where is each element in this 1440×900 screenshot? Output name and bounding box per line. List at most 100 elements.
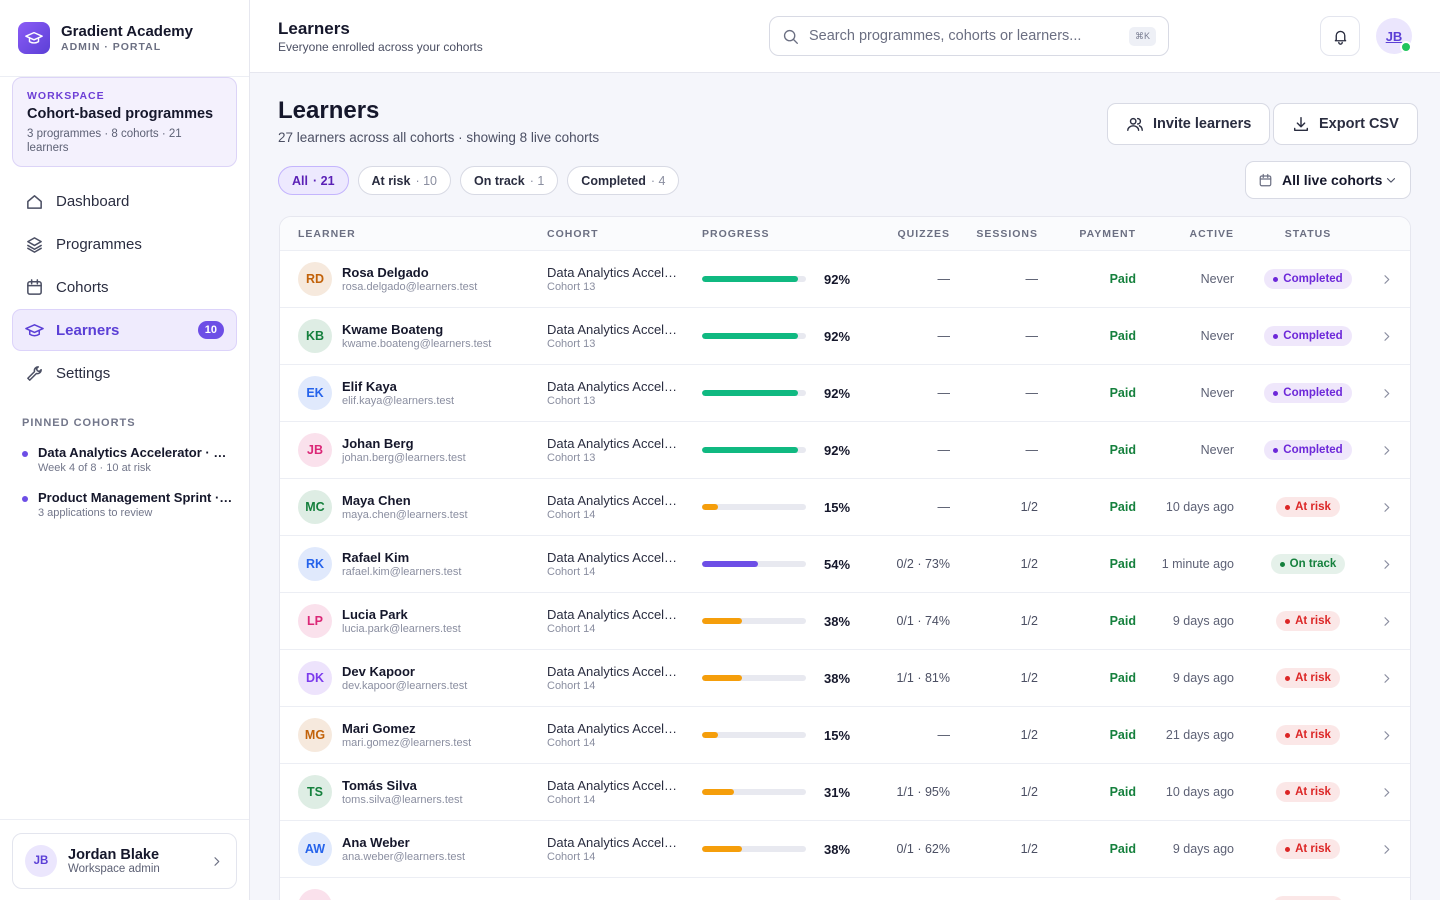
quizzes: — <box>937 500 951 514</box>
icon <box>1383 730 1389 740</box>
learner-name: Rosa Delgado <box>342 265 429 280</box>
search-placeholder: Search programmes, cohorts or learners..… <box>809 28 1082 44</box>
row-chevron[interactable] <box>1362 272 1410 287</box>
row-chevron[interactable] <box>1362 842 1410 857</box>
quizzes: 1/1 · 81% <box>896 671 950 685</box>
status-pill: At risk <box>1276 782 1340 802</box>
icon <box>1383 844 1389 854</box>
progress-cell: 92% <box>702 443 862 458</box>
workspace-label: WORKSPACE <box>27 90 105 102</box>
brand-subtitle: ADMIN · PORTAL <box>61 41 162 53</box>
header-avatar[interactable]: JB <box>1376 18 1412 54</box>
quizzes: — <box>937 272 951 286</box>
nav-item[interactable]: Dashboard <box>12 180 237 222</box>
learner-row[interactable]: MC Maya Chen maya.chen@learners.test Data A… <box>280 479 1410 536</box>
icon <box>27 194 42 209</box>
progress-cell: 92% <box>702 329 862 344</box>
nav-item[interactable]: Programmes <box>12 223 237 265</box>
filter-count: · 21 <box>312 173 335 188</box>
nav-item[interactable]: Cohorts <box>12 266 237 308</box>
learner-name: Rafael Kim <box>342 550 410 565</box>
learner-row[interactable]: RK Rafael Kim rafael.kim@learners.test Data… <box>280 536 1410 593</box>
progress-track <box>702 390 806 396</box>
learner-row[interactable]: LP Lucia Park lucia.park@learners.test Data… <box>280 593 1410 650</box>
sessions: — <box>1025 386 1039 400</box>
pinned-name: Product Management Sprint ·… <box>38 490 231 505</box>
learner-text: Lucia Park lucia.park@learners.test <box>342 607 461 635</box>
last-active: Never <box>1200 386 1234 400</box>
icon <box>28 37 40 44</box>
learner-name: Tomás Silva <box>342 778 417 793</box>
progress-label: 92% <box>824 385 851 401</box>
sessions: — <box>1025 272 1039 286</box>
learner-row[interactable]: MG Mari Gomez mari.gomez@learners.test Data… <box>280 707 1410 764</box>
learner-row[interactable]: DK Dev Kapoor dev.kapoor@learners.test Data… <box>280 650 1410 707</box>
learner-row[interactable]: EK Elif Kaya elif.kaya@learners.test Data A… <box>280 365 1410 422</box>
learner-text: Dev Kapoor dev.kapoor@learners.test <box>342 664 467 692</box>
row-chevron[interactable] <box>1362 557 1410 572</box>
learner-row[interactable]: RD Rosa Delgado rosa.delgado@learners.test… <box>280 251 1410 308</box>
filter-pill[interactable]: Completed · 4 <box>567 166 680 195</box>
row-chevron[interactable] <box>1362 614 1410 629</box>
payment: Paid <box>1109 272 1136 286</box>
learner-email: lucia.park@learners.test <box>342 623 461 635</box>
row-chevron[interactable] <box>1362 785 1410 800</box>
icon <box>25 323 44 333</box>
cohort-cell: Data Analytics Accel… Cohort 14 <box>547 664 702 692</box>
icon <box>783 29 796 41</box>
filter-pill[interactable]: All · 21 <box>278 166 349 195</box>
column-header: QUIZZES <box>897 227 950 240</box>
progress-track <box>702 675 806 681</box>
search-box[interactable]: Search programmes, cohorts or learners..… <box>769 16 1169 56</box>
filter-pill[interactable]: At risk · 10 <box>357 166 451 195</box>
progress-fill <box>702 447 798 453</box>
learner-avatar: RD <box>298 262 332 296</box>
icon <box>27 278 42 295</box>
action-label: Export CSV <box>1319 116 1399 132</box>
learner-cell: RK Rafael Kim rafael.kim@learners.test <box>298 547 547 581</box>
learner-row[interactable]: KB Kwame Boateng kwame.boateng@learners.te… <box>280 308 1410 365</box>
row-chevron[interactable] <box>1362 728 1410 743</box>
user-card[interactable]: JB Jordan Blake Workspace admin <box>12 833 237 889</box>
quizzes: 1/1 · 95% <box>896 785 950 799</box>
payment: Paid <box>1109 842 1136 856</box>
nav-label: Cohorts <box>56 278 109 296</box>
progress-track <box>702 447 806 453</box>
cohort-name: Data Analytics Accel… <box>547 322 678 337</box>
filter-label: Completed <box>581 173 646 188</box>
learner-row[interactable]: Jae Lin Data Analytics Accel… <box>280 878 1410 900</box>
nav-item[interactable]: Settings <box>12 352 237 394</box>
cohort-name: Data Analytics Accel… <box>547 664 678 679</box>
workspace-card[interactable]: WORKSPACE Cohort-based programmes 3 progra… <box>12 77 237 167</box>
learner-name: Elif Kaya <box>342 379 397 394</box>
cohort-select[interactable]: All live cohorts <box>1245 161 1411 199</box>
row-chevron[interactable] <box>1362 500 1410 515</box>
sessions: 1/2 <box>1020 728 1038 742</box>
top-bar: Learners Everyone enrolled across your co… <box>250 0 1440 73</box>
page-subtitle: 27 learners across all cohorts · showing… <box>278 130 600 145</box>
filter-label: At risk <box>371 173 411 188</box>
learner-row[interactable]: AW Ana Weber ana.weber@learners.test Data A… <box>280 821 1410 878</box>
learner-email: johan.berg@learners.test <box>342 452 466 464</box>
pinned-item[interactable]: Product Management Sprint ·… 3 applicatio… <box>22 490 231 519</box>
row-chevron[interactable] <box>1362 386 1410 401</box>
shortcut: ⌘K <box>1128 26 1156 46</box>
learner-cell: EK Elif Kaya elif.kaya@learners.test <box>298 376 547 410</box>
row-chevron[interactable] <box>1362 329 1410 344</box>
learner-email: mari.gomez@learners.test <box>342 737 472 749</box>
notifications-button[interactable] <box>1320 16 1360 56</box>
status-cell: Completed <box>1254 326 1362 346</box>
row-chevron[interactable] <box>1362 671 1410 686</box>
row-chevron[interactable] <box>1362 443 1410 458</box>
learner-row[interactable]: TS Tomás Silva toms.silva@learners.test Dat… <box>280 764 1410 821</box>
pinned-item[interactable]: Data Analytics Accelerator · … Week 4 of … <box>22 445 231 474</box>
learner-row[interactable]: JB Johan Berg johan.berg@learners.test Data… <box>280 422 1410 479</box>
progress-track <box>702 789 806 795</box>
filter-pill[interactable]: On track · 1 <box>459 166 559 195</box>
icon <box>1383 388 1389 398</box>
action-button[interactable]: Invite learners <box>1107 103 1271 145</box>
icon <box>27 194 42 209</box>
nav-item[interactable]: Learners 10 <box>12 309 237 351</box>
action-button[interactable]: Export CSV <box>1273 103 1418 145</box>
